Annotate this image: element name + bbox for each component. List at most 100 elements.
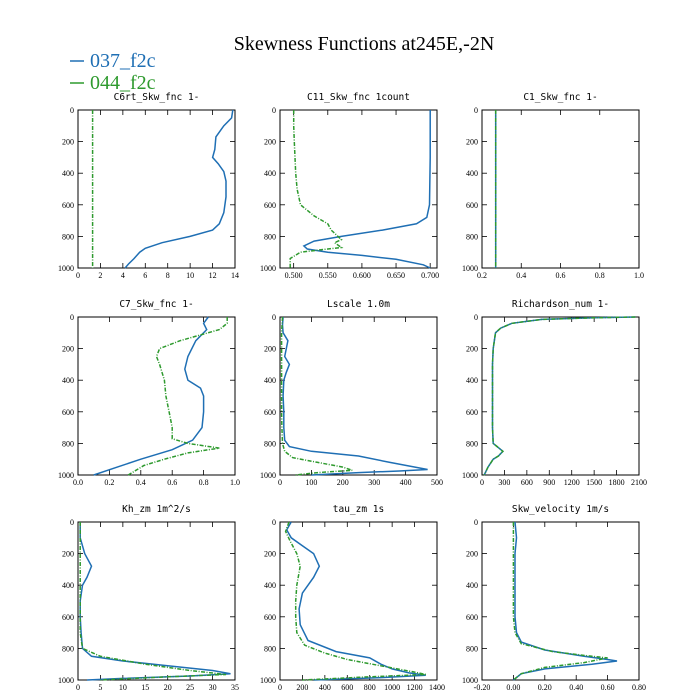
y-tick-label: 800: [264, 644, 276, 653]
panel-1: C6rt_Skw_fnc 1- 0 2 4 6 8 10 12 14 0 200 400 600 800 1…: [58, 92, 239, 280]
x-tick-label: 0.6: [167, 478, 177, 487]
y-tick-label: 200: [466, 345, 478, 354]
legend-label-037: 037_f2c: [90, 50, 156, 72]
y-tick-label: 200: [466, 138, 478, 147]
x-tick-label: 0.6: [556, 271, 566, 280]
panel-title: Lscale 1.0m: [327, 299, 390, 310]
y-tick-label: 800: [62, 439, 74, 448]
y-tick-label: 400: [466, 169, 478, 178]
panel-title: Richardson_num 1-: [512, 299, 609, 310]
x-tick-label: 1400: [429, 683, 445, 692]
panel-9: Skw_velocity 1m/s -0.20 0.00 0.20 0.40 0.60 0.…: [462, 504, 646, 692]
x-tick-label: 10: [186, 271, 194, 280]
panel-title: C7_Skw_fnc 1-: [119, 299, 193, 310]
y-tick-label: 0: [474, 313, 478, 322]
panel-5: Lscale 1.0m 0 100 200 300 400 500 0 200 400 600 800…: [260, 299, 443, 487]
series-line-037_f2c: [302, 110, 431, 269]
plot-frame: [481, 521, 640, 681]
panel-8: tau_zm 1s 0 200 400 600 800 1000 1200 1400 0 200 40…: [260, 504, 445, 692]
plot-frame: [481, 109, 640, 269]
panel-3: C1_Skw_fnc 1- 0.2 0.4 0.6 0.8 1.0 0 200 400 600 80…: [462, 92, 644, 280]
x-tick-label: 0.60: [601, 683, 615, 692]
series-line-037_f2c: [285, 521, 426, 681]
series-line-037_f2c: [483, 316, 636, 476]
y-tick-label: 600: [62, 613, 74, 622]
y-tick-label: 1000: [462, 264, 478, 273]
x-tick-label: 900: [543, 478, 555, 487]
y-tick-label: 400: [466, 581, 478, 590]
x-tick-label: 15: [141, 683, 149, 692]
x-tick-label: 0: [480, 478, 484, 487]
x-tick-label: 200: [296, 683, 308, 692]
x-tick-label: 8: [166, 271, 170, 280]
series-line-037_f2c: [93, 316, 209, 476]
x-tick-label: 12: [209, 271, 217, 280]
y-tick-label: 0: [70, 518, 74, 527]
x-tick-label: 0.500: [285, 271, 303, 280]
x-tick-label: 4: [121, 271, 125, 280]
y-tick-label: 600: [466, 201, 478, 210]
y-tick-label: 1000: [462, 471, 478, 480]
y-tick-label: 1000: [58, 676, 74, 685]
y-tick-label: 800: [62, 644, 74, 653]
x-tick-label: 1500: [586, 478, 602, 487]
x-tick-label: 0.650: [387, 271, 405, 280]
x-tick-label: 0: [278, 478, 282, 487]
y-tick-label: 800: [62, 232, 74, 241]
series-line-037_f2c: [281, 316, 428, 476]
x-tick-label: 1.0: [230, 478, 240, 487]
y-tick-label: 800: [466, 644, 478, 653]
x-tick-label: 1800: [609, 478, 625, 487]
x-tick-label: 2100: [631, 478, 647, 487]
panel-4: C7_Skw_fnc 1- 0.0 0.2 0.4 0.6 0.8 1.0 0 200 400 60…: [58, 299, 240, 487]
x-tick-label: 25: [186, 683, 194, 692]
plot-frame: [77, 109, 236, 269]
y-tick-label: 400: [62, 376, 74, 385]
x-tick-label: 2: [98, 271, 102, 280]
y-tick-label: 800: [264, 232, 276, 241]
x-tick-label: 300: [498, 478, 510, 487]
plot-frame: [481, 316, 640, 476]
panel-6: Richardson_num 1- 0 300 600 900 1200 1500 1800 2…: [462, 299, 647, 487]
y-tick-label: 200: [264, 138, 276, 147]
x-tick-label: 5: [98, 683, 102, 692]
x-tick-label: 0: [76, 271, 80, 280]
x-tick-label: 1000: [384, 683, 400, 692]
x-tick-label: 0.20: [538, 683, 552, 692]
x-tick-label: 500: [431, 478, 443, 487]
y-tick-label: 400: [62, 169, 74, 178]
y-tick-label: 0: [474, 518, 478, 527]
plot-frame: [77, 521, 236, 681]
y-tick-label: 1000: [260, 676, 276, 685]
panels: C6rt_Skw_fnc 1-0 2 4 6 8 10 12 1402004006008001…: [58, 92, 647, 692]
series-line-044_f2c: [284, 521, 426, 681]
figure-title: Skewness Functions at245E,-2N: [234, 33, 495, 55]
y-tick-label: 600: [62, 408, 74, 417]
series-line-037_f2c: [512, 521, 618, 681]
x-tick-label: 1.0: [634, 271, 644, 280]
y-tick-label: 600: [264, 408, 276, 417]
panel-title: C6rt_Skw_fnc 1-: [114, 92, 200, 103]
x-tick-label: 600: [341, 683, 353, 692]
panel-title: Skw_velocity 1m/s: [512, 504, 609, 515]
x-tick-label: 0.8: [595, 271, 605, 280]
y-tick-label: 400: [264, 581, 276, 590]
y-tick-label: 600: [264, 613, 276, 622]
y-tick-label: 1000: [260, 471, 276, 480]
series-line-044_f2c: [280, 316, 353, 476]
x-tick-label: 0: [76, 683, 80, 692]
x-tick-label: 30: [209, 683, 217, 692]
x-tick-label: 0.8: [199, 478, 209, 487]
x-tick-label: 400: [400, 478, 412, 487]
panel-title: C11_Skw_fnc 1count: [307, 92, 410, 103]
y-tick-label: 400: [264, 376, 276, 385]
y-tick-label: 600: [466, 408, 478, 417]
plot-frame: [279, 521, 438, 681]
y-tick-label: 800: [466, 439, 478, 448]
y-tick-label: 0: [70, 313, 74, 322]
y-tick-label: 400: [466, 376, 478, 385]
panel-title: tau_zm 1s: [333, 504, 384, 515]
y-tick-label: 200: [264, 345, 276, 354]
x-tick-label: -0.20: [474, 683, 491, 692]
x-tick-label: 10: [119, 683, 127, 692]
